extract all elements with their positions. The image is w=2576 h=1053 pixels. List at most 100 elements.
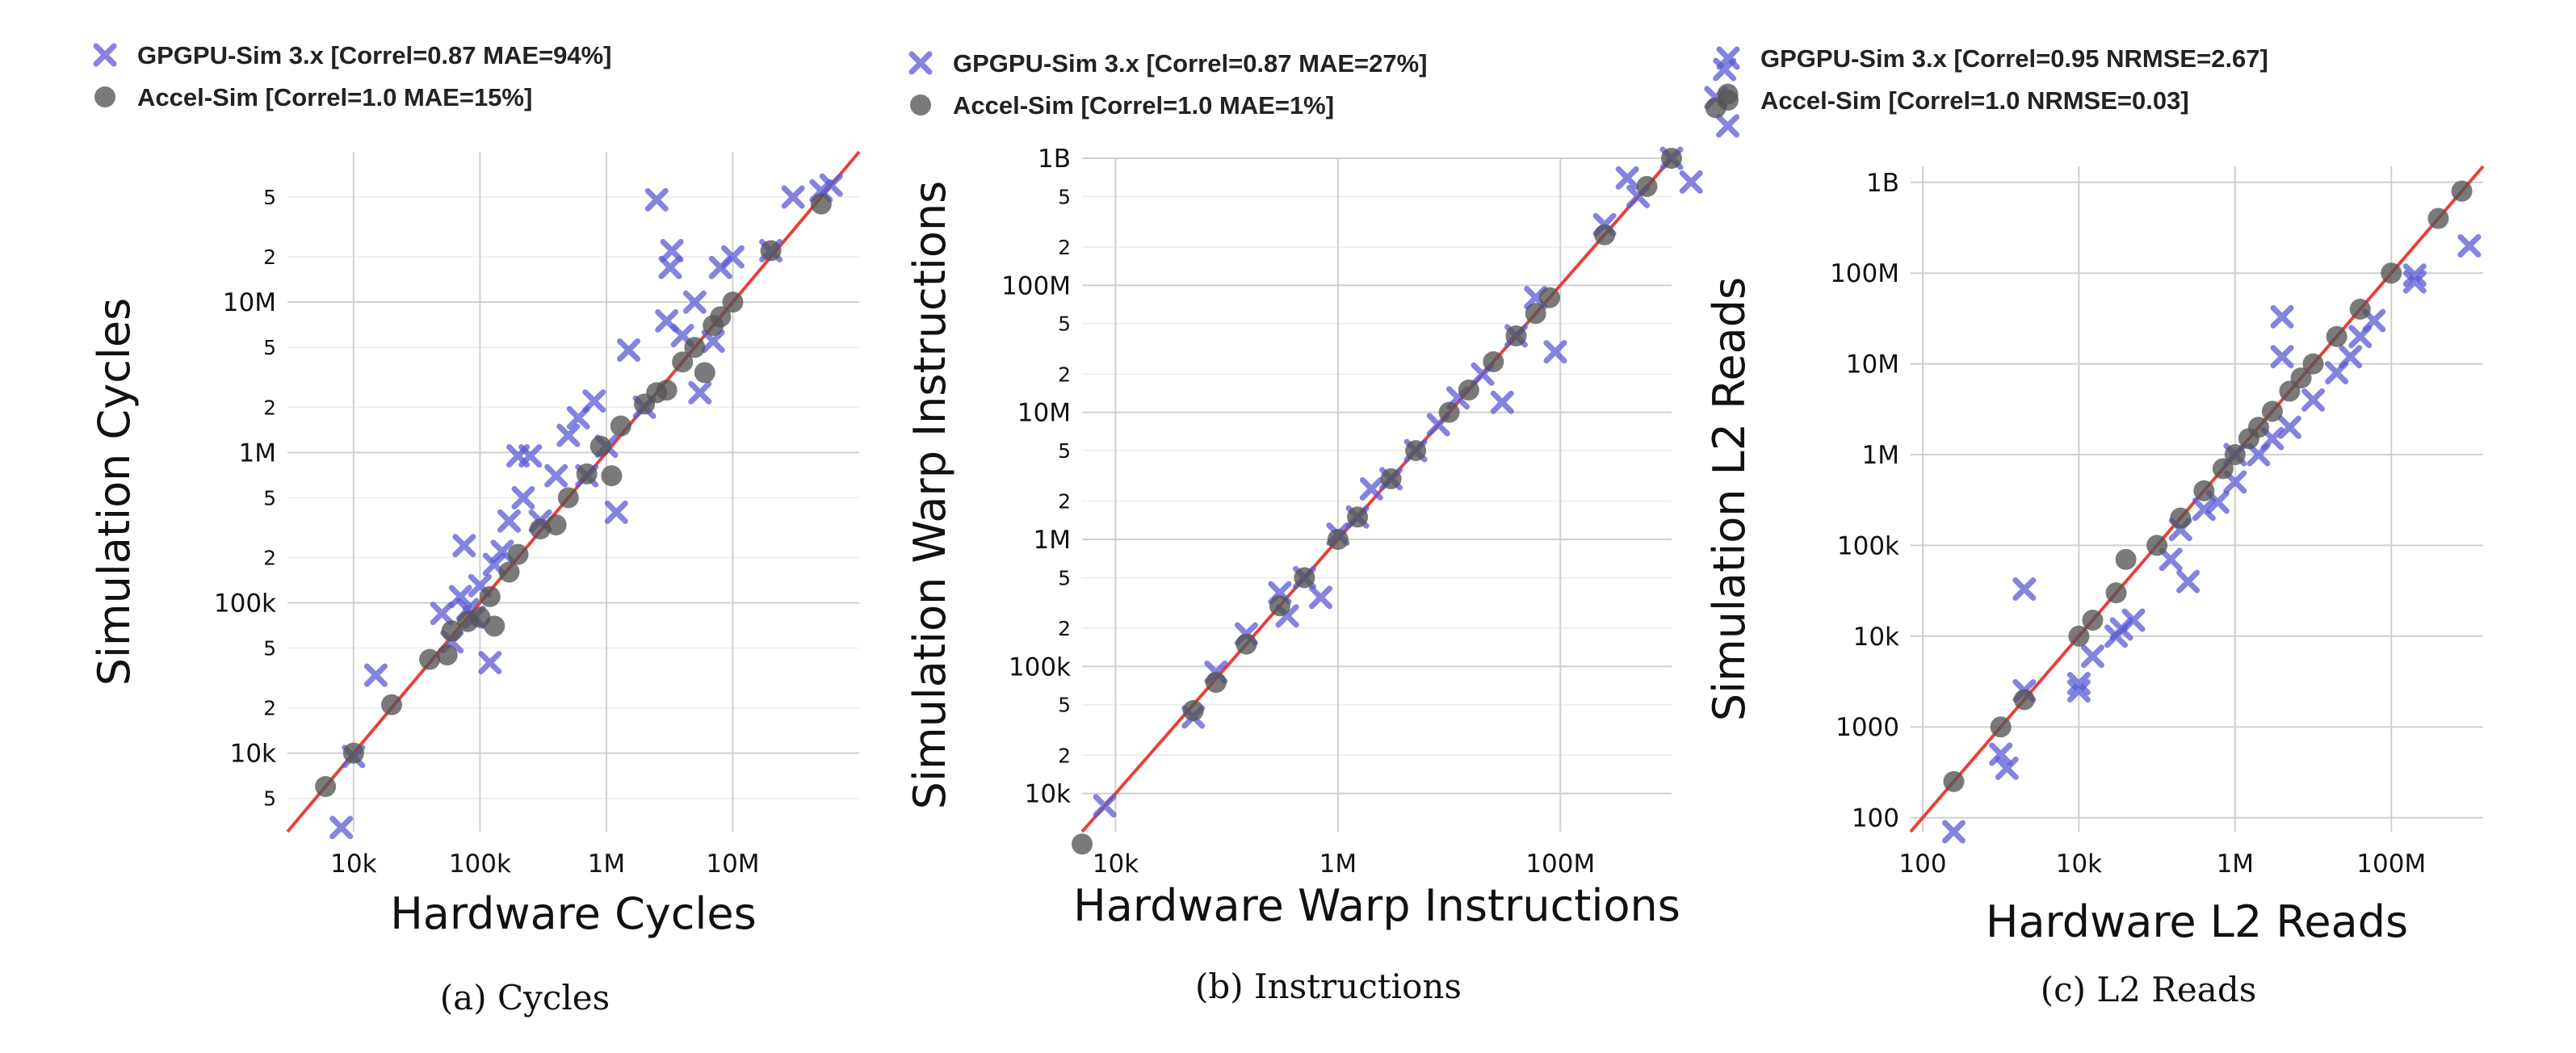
gpgpu-sim-point (2270, 304, 2294, 329)
y-axis-label: Simulation Cycles (89, 298, 140, 686)
y-tick-label: 10k (1025, 780, 1071, 809)
gpgpu-sim-point (1716, 114, 1740, 138)
accel-sim-point (1505, 325, 1527, 346)
y-tick-label: 1000 (1836, 713, 1899, 742)
accel-sim-point (601, 465, 623, 487)
accel-sim-point (2224, 443, 2246, 465)
y-tick-label: 10k (1853, 623, 1899, 652)
gpgpu-sim-point (1679, 170, 1703, 194)
gpgpu-sim-point (644, 187, 669, 212)
legend-entry: Accel-Sim [Correl=1.0 MAE=15%] (137, 83, 532, 111)
legend-x-icon (93, 43, 117, 67)
accel-sim-point (1205, 671, 1227, 693)
accel-sim-point (2427, 208, 2449, 229)
y-minor-tick-label: 5 (263, 787, 276, 811)
y-tick-label: 1M (1862, 441, 1899, 470)
gpgpu-sim-point (363, 663, 388, 687)
y-tick-label: 10M (1017, 399, 1071, 428)
x-axis-label: Hardware Cycles (390, 888, 757, 939)
x-axis-label: Hardware Warp Instructions (1073, 880, 1680, 931)
accel-sim-point (1525, 303, 1546, 325)
accel-sim-point (1636, 175, 1658, 197)
y-minor-tick-label: 5 (1058, 313, 1071, 336)
y-minor-tick-label: 2 (263, 546, 276, 569)
accel-sim-point (610, 415, 631, 437)
y-tick-label: 100k (214, 589, 276, 618)
x-tick-label: 10k (1093, 850, 1139, 879)
accel-sim-point (342, 742, 364, 764)
gpgpu-sim-point (2402, 270, 2427, 294)
accel-sim-point (1236, 633, 1257, 655)
accel-sim-point (2068, 625, 2090, 647)
accel-sim-point (2146, 535, 2168, 556)
accel-sim-point (760, 240, 782, 262)
gpgpu-sim-point (511, 485, 535, 510)
gpgpu-sim-point (1543, 340, 1567, 364)
gpgpu-sim-point (1995, 756, 2019, 780)
y-minor-tick-label: 2 (1058, 617, 1071, 640)
gpgpu-sim-point (2176, 569, 2201, 594)
accel-sim-point (545, 514, 567, 535)
gpgpu-sim-point (430, 602, 454, 626)
y-tick-label: 10k (230, 740, 276, 769)
accel-sim-point (1990, 716, 2012, 738)
gpgpu-sim-point (2457, 233, 2482, 258)
y-minor-tick-label: 2 (263, 245, 276, 269)
gpgpu-sim-point (720, 245, 745, 269)
gpgpu-sim-point (2402, 263, 2427, 287)
accel-sim-point (557, 487, 579, 509)
gpgpu-sim-point (2159, 547, 2183, 572)
chart-1: 5 2 5 2 5 2 5 2 5 10k 100k 1M 10M 10k 100k 1M 10M GPGPU-S… (89, 41, 861, 1017)
x-tick-label: 100k (449, 850, 511, 879)
gpgpu-sim-point (688, 380, 712, 405)
accel-sim-point (2082, 609, 2104, 631)
gpgpu-sim-point (616, 338, 640, 363)
y-tick-label: 10M (1846, 350, 1899, 380)
gpgpu-sim-point (452, 534, 476, 558)
gpgpu-sim-point (1093, 794, 1117, 818)
y-tick-label: 100 (1852, 804, 1899, 833)
gpgpu-sim-point (1989, 742, 2013, 766)
y-tick-label: 10M (223, 288, 276, 317)
accel-sim-point (2290, 367, 2312, 389)
y-tick-label: 1B (1866, 169, 1899, 198)
x-tick-label: 100 (1898, 850, 1946, 879)
gpgpu-sim-point (2066, 672, 2091, 696)
accel-sim-point (2105, 582, 2127, 604)
gpgpu-sim-point (1941, 820, 1966, 844)
accel-sim-point (576, 463, 598, 485)
legend-entry: Accel-Sim [Correl=1.0 NRMSE=0.03] (1760, 86, 2189, 115)
accel-sim-point (2261, 401, 2283, 422)
y-minor-tick-label: 5 (263, 486, 276, 510)
gpgpu-sim-point (2277, 415, 2301, 439)
accel-sim-point (722, 292, 744, 313)
y-tick-label: 1M (1034, 526, 1071, 555)
gpgpu-sim-point (682, 290, 707, 314)
chart-2: 2 5 2 5 2 5 2 5 2 5 10k 1M 100M 10k 100k 1M 10M 100M 1B GPG… (904, 49, 1740, 1006)
y-minor-tick-label: 5 (1058, 185, 1071, 208)
accel-sim-point (1594, 224, 1616, 245)
y-tick-label: 100M (1001, 271, 1071, 300)
accel-sim-point (2247, 417, 2269, 438)
x-tick-label: 100M (2356, 850, 2426, 879)
gpgpu-sim-point (556, 423, 581, 447)
accel-sim-point (1661, 148, 1682, 169)
y-minor-tick-label: 5 (263, 637, 276, 661)
gpgpu-sim-point (1615, 166, 1639, 190)
y-tick-label: 100M (1830, 259, 1899, 288)
y-axis-label: Simulation L2 Reads (1704, 277, 1755, 721)
accel-sim-point (498, 561, 520, 583)
accel-sim-point (1347, 506, 1369, 528)
gpgpu-sim-point (544, 464, 568, 488)
gpgpu-sim-point (1359, 476, 1383, 501)
accel-sim-point (1182, 699, 1204, 721)
accel-sim-point (589, 435, 611, 457)
legend-entry: Accel-Sim [Correl=1.0 MAE=1%] (953, 91, 1334, 120)
y-tick-label: 1M (239, 438, 276, 468)
accel-sim-point (2381, 262, 2402, 284)
accel-sim-point (507, 543, 529, 565)
accel-sim-point (1943, 770, 1965, 792)
figure-caption: (a) Cycles (440, 978, 610, 1017)
y-axis-label: Simulation Warp Instructions (904, 181, 955, 810)
accel-sim-point (436, 644, 458, 666)
